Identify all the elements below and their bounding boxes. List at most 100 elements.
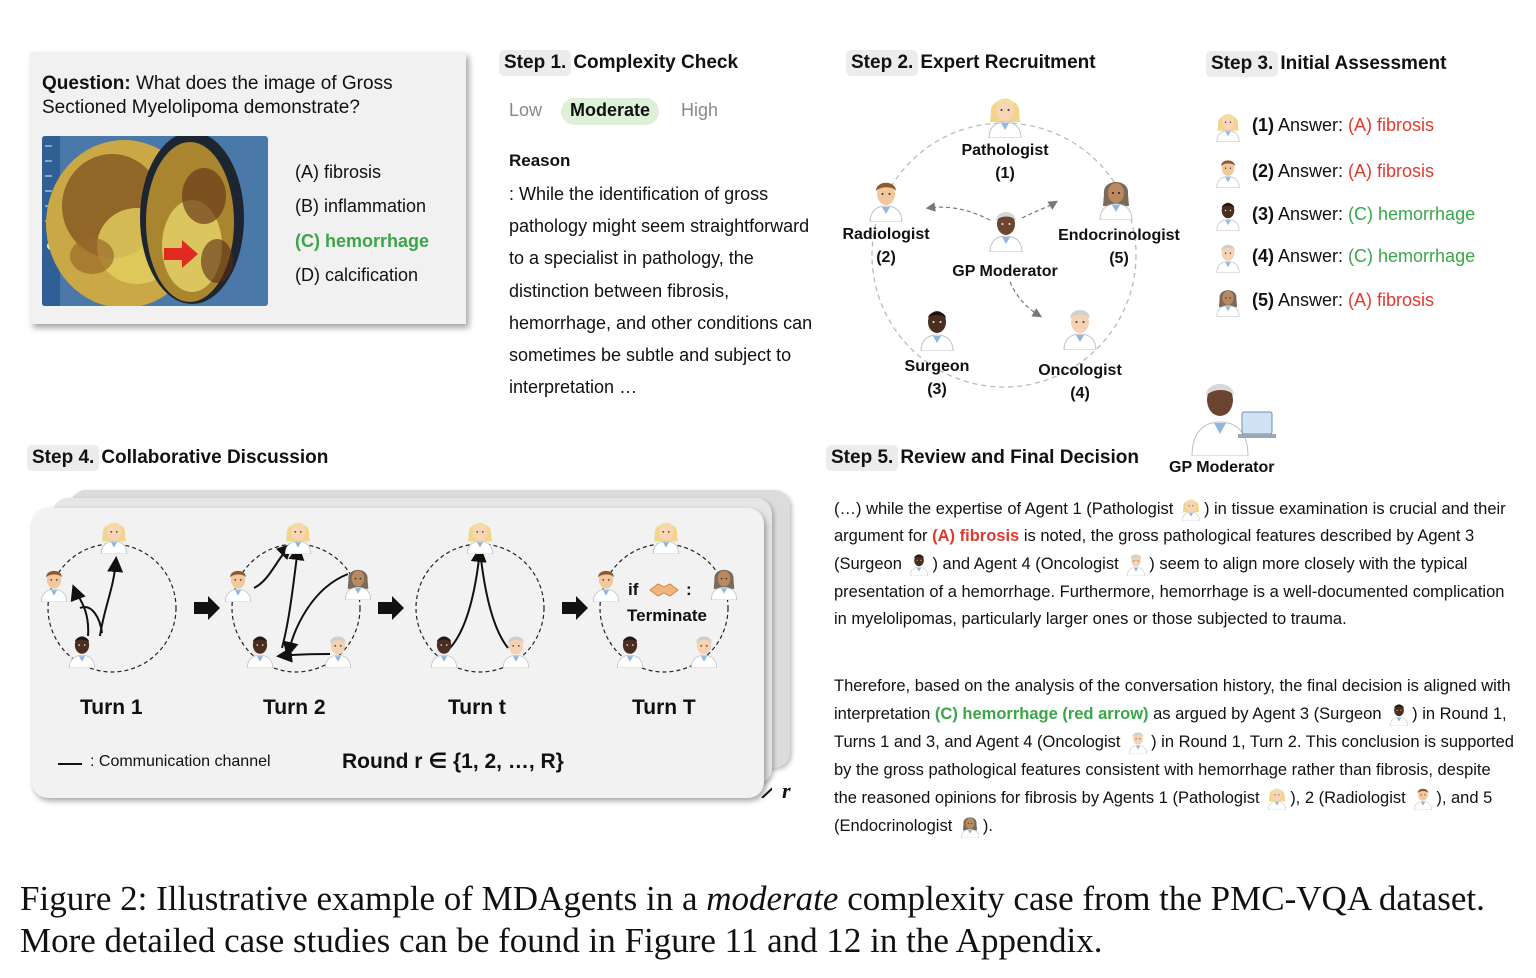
final-decision-paragraph-2: Therefore, based on the analysis of the … — [834, 673, 1514, 840]
handshake-icon — [649, 583, 679, 597]
figure-caption: Figure 2: Illustrative example of MDAgen… — [20, 879, 1485, 960]
moderator-arrow-radiologist — [925, 202, 991, 221]
expert-radiologist: Radiologist (2) — [842, 226, 930, 266]
step4-title: Collaborative Discussion — [101, 447, 329, 468]
fibrosis-highlight: (A) fibrosis — [932, 527, 1020, 546]
step5-chip: Step 5. — [826, 445, 899, 471]
round-axis-label: r — [782, 778, 791, 803]
expert-oncologist: Oncologist (4) — [1038, 362, 1122, 402]
endocrinologist-icon — [708, 562, 740, 600]
answer-value: (A) fibrosis — [1348, 289, 1435, 310]
oncologist-icon — [322, 630, 354, 668]
round-card — [32, 508, 764, 798]
terminate-colon: : — [686, 580, 692, 599]
pathologist-icon — [98, 516, 130, 554]
moderator-arrow-endocrinologist — [1021, 200, 1059, 219]
pathologist-icon — [650, 516, 682, 554]
answer-row-1: (1) Answer: (A) fibrosis — [1214, 110, 1434, 140]
step1-title: Complexity Check — [573, 52, 739, 73]
next-arrow-1 — [194, 596, 220, 620]
step5-heading: Step 5. Review and Final Decision — [826, 445, 1139, 471]
step5-moderator-label: GP Moderator — [1169, 459, 1275, 476]
surgeon-icon — [1387, 700, 1411, 726]
question-text: Question: What does the image of Gross S… — [42, 72, 452, 120]
question-prefix: Question: — [42, 73, 131, 94]
turn-2-label: Turn 2 — [263, 696, 326, 719]
step3-title: Initial Assessment — [1280, 53, 1447, 74]
endocrinologist-icon — [1214, 283, 1242, 317]
oncologist-icon — [1124, 550, 1148, 576]
surgeon-icon — [907, 550, 931, 576]
step3-heading: Step 3. Initial Assessment — [1206, 51, 1447, 77]
gp-moderator-label: GP Moderator — [952, 263, 1058, 280]
turn-1-label: Turn 1 — [80, 696, 143, 719]
question-card: Question: What does the image of Gross S… — [30, 52, 466, 324]
step1-chip: Step 1. — [499, 50, 572, 76]
turn-t-label: Turn t — [448, 696, 506, 719]
pathologist-icon — [985, 90, 1025, 138]
terminate-if: if — [628, 580, 639, 599]
answer-value: (A) fibrosis — [1348, 160, 1435, 181]
radiologist-icon — [1214, 154, 1242, 188]
surgeon-icon — [428, 630, 460, 668]
oncologist-icon — [500, 630, 532, 668]
complexity-moderate: Moderate — [561, 98, 660, 125]
turn1-arrow-b — [70, 584, 90, 637]
radiologist-icon — [866, 174, 906, 222]
gp-moderator-laptop-icon — [1191, 384, 1276, 456]
answer-row-5: (5) Answer: (A) fibrosis — [1214, 285, 1434, 315]
turn-T-label: Turn T — [632, 696, 696, 719]
answer-value: (A) fibrosis — [1348, 114, 1435, 135]
terminate-label: Terminate — [627, 606, 707, 625]
moderator-arrow-oncologist — [1009, 281, 1043, 318]
step2-title: Expert Recruitment — [920, 52, 1096, 73]
surgeon-icon — [244, 630, 276, 668]
complexity-low: Low — [509, 100, 543, 120]
oncologist-icon — [1214, 239, 1242, 273]
radiologist-icon — [590, 564, 622, 602]
expert-pathologist: Pathologist (1) — [961, 142, 1049, 182]
radiologist-icon — [1411, 784, 1435, 810]
step4-chip: Step 4. — [27, 445, 100, 471]
turn1-arrow-a — [99, 556, 124, 637]
oncologist-icon — [1060, 302, 1100, 350]
radiologist-icon — [222, 564, 254, 602]
pathologist-icon — [1265, 784, 1289, 810]
legend-text: : Communication channel — [90, 753, 271, 770]
answer-value: (C) hemorrhage — [1348, 203, 1476, 224]
option-a: (A) fibrosis — [295, 162, 382, 182]
expert-surgeon: Surgeon (3) — [904, 358, 970, 398]
turn2-arrow-c — [282, 573, 349, 658]
pathologist-icon — [1179, 495, 1203, 521]
step4-heading: Step 4. Collaborative Discussion — [27, 445, 329, 471]
pathologist-icon — [1214, 108, 1242, 142]
turn2-arrow-b — [281, 544, 305, 649]
final-decision-paragraph-1: (…) while the expertise of Agent 1 (Path… — [834, 495, 1514, 633]
step5-title: Review and Final Decision — [900, 447, 1139, 468]
endocrinologist-icon — [1096, 172, 1136, 220]
answer-row-2: (2) Answer: (A) fibrosis — [1214, 156, 1434, 186]
step2-heading: Step 2. Expert Recruitment — [846, 50, 1096, 76]
step3-chip: Step 3. — [1206, 51, 1279, 77]
option-c: (C) hemorrhage — [295, 231, 430, 251]
reason-title: Reason — [509, 151, 571, 170]
answer-row-4: (4) Answer: (C) hemorrhage — [1214, 241, 1475, 271]
turnt-arrow-a — [449, 546, 487, 649]
pathologist-icon — [282, 516, 314, 554]
radiologist-icon — [38, 564, 70, 602]
hemorrhage-highlight: (C) hemorrhage (red arrow) — [934, 705, 1149, 724]
option-d: (D) calcification — [295, 265, 419, 285]
answer-row-3: (3) Answer: (C) hemorrhage — [1214, 199, 1475, 229]
option-b: (B) inflammation — [295, 196, 427, 216]
reason-body: : While the identification of gross path… — [509, 184, 813, 398]
oncologist-icon — [1126, 728, 1150, 754]
endocrinologist-icon — [342, 562, 374, 600]
question-body: What does the image of Gross Sectioned M… — [42, 73, 393, 118]
surgeon-icon — [1214, 197, 1242, 231]
round-axis-arrow — [761, 787, 772, 798]
surgeon-icon — [614, 630, 646, 668]
gp-moderator-icon — [986, 204, 1026, 252]
turn2-arrow-d — [276, 646, 331, 663]
oncologist-icon — [688, 630, 720, 668]
round-text: Round r ∈ {1, 2, …, R} — [342, 750, 564, 773]
